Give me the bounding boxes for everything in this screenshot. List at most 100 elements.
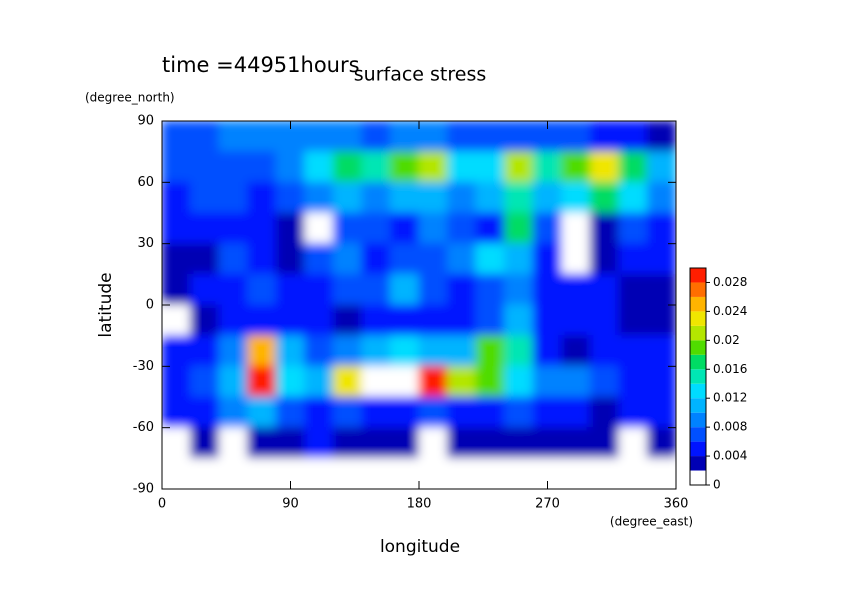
- colorbar: 0 0.004 0.008 0.012 0.016 0.02 0.024 0.028: [689, 267, 747, 492]
- cell: [389, 304, 420, 337]
- cell: [361, 243, 391, 275]
- cell: [504, 457, 534, 489]
- y-tick-label: 30: [137, 236, 154, 251]
- cell: [389, 427, 420, 459]
- cell: [532, 243, 563, 275]
- cell: [504, 243, 534, 275]
- cell: [332, 243, 363, 275]
- cell: [618, 457, 648, 489]
- cell: [447, 273, 477, 306]
- cell: [389, 151, 420, 183]
- x-tick-label: 270: [535, 497, 560, 512]
- cell: [561, 304, 591, 337]
- cell: [218, 304, 249, 337]
- cell: [561, 396, 591, 429]
- cell: [646, 243, 676, 275]
- cell: [332, 181, 363, 214]
- cell: [304, 121, 334, 153]
- colorbar-tick-label: 0.008: [713, 420, 747, 434]
- cell: [618, 212, 648, 245]
- cell: [646, 457, 676, 489]
- cell: [162, 365, 192, 398]
- y-tick-label: 90: [137, 114, 154, 129]
- cell: [418, 365, 449, 398]
- cell: [504, 151, 534, 183]
- cell: [218, 365, 249, 398]
- cell: [247, 304, 277, 337]
- cell: [247, 121, 277, 153]
- cell: [218, 212, 249, 245]
- x-tick-label: 180: [407, 497, 432, 512]
- cell: [247, 273, 277, 306]
- cell: [218, 273, 249, 306]
- cell: [447, 151, 477, 183]
- cell: [304, 427, 334, 459]
- y-tick-label: 60: [137, 175, 154, 190]
- cell: [389, 121, 420, 153]
- cell: [247, 427, 277, 459]
- cell: [561, 121, 591, 153]
- cell: [504, 304, 534, 337]
- cell: [447, 427, 477, 459]
- cell: [389, 212, 420, 245]
- cell: [190, 121, 220, 153]
- cell: [475, 457, 506, 489]
- colorbar-band: [690, 456, 706, 471]
- cell: [646, 121, 676, 153]
- colorbar-band: [690, 441, 706, 457]
- cell: [304, 212, 334, 245]
- cell: [361, 304, 391, 337]
- cell: [190, 273, 220, 306]
- cell: [475, 304, 506, 337]
- cell: [247, 243, 277, 275]
- cell: [618, 396, 648, 429]
- cell: [332, 151, 363, 183]
- x-tick-label: 360: [664, 497, 689, 512]
- cell: [418, 151, 449, 183]
- cell: [646, 151, 676, 183]
- cell: [418, 396, 449, 429]
- cell: [589, 181, 620, 214]
- y-tick-label: -30: [133, 359, 154, 374]
- colorbar-band: [690, 354, 706, 370]
- x-unit: (degree_east): [610, 515, 693, 529]
- cell: [162, 243, 192, 275]
- colorbar-tick-label: 0.028: [713, 275, 747, 289]
- cell: [332, 335, 363, 367]
- colorbar-band: [690, 383, 706, 399]
- cell: [275, 151, 306, 183]
- cell: [162, 121, 192, 153]
- cell: [504, 335, 534, 367]
- cell: [561, 457, 591, 489]
- cell: [475, 365, 506, 398]
- cell: [162, 396, 192, 429]
- cell: [532, 427, 563, 459]
- cell: [532, 396, 563, 429]
- cell: [218, 243, 249, 275]
- cell: [190, 181, 220, 214]
- cell: [618, 181, 648, 214]
- cell: [589, 335, 620, 367]
- cell: [218, 427, 249, 459]
- cell: [247, 151, 277, 183]
- cell: [418, 243, 449, 275]
- chart-title: surface stress: [354, 64, 487, 86]
- y-tick-label: -60: [133, 420, 154, 435]
- cell: [618, 365, 648, 398]
- colorbar-tick-label: 0.024: [713, 304, 747, 318]
- cell: [618, 304, 648, 337]
- cell: [361, 121, 391, 153]
- y-axis-label: latitude: [96, 272, 116, 337]
- cell: [504, 396, 534, 429]
- cell: [589, 212, 620, 245]
- cell: [504, 273, 534, 306]
- cell: [332, 457, 363, 489]
- cell: [618, 151, 648, 183]
- cell: [304, 304, 334, 337]
- cell: [162, 457, 192, 489]
- cell: [532, 151, 563, 183]
- cell: [247, 396, 277, 429]
- cell: [190, 396, 220, 429]
- cell: [504, 181, 534, 214]
- colorbar-band: [690, 398, 706, 413]
